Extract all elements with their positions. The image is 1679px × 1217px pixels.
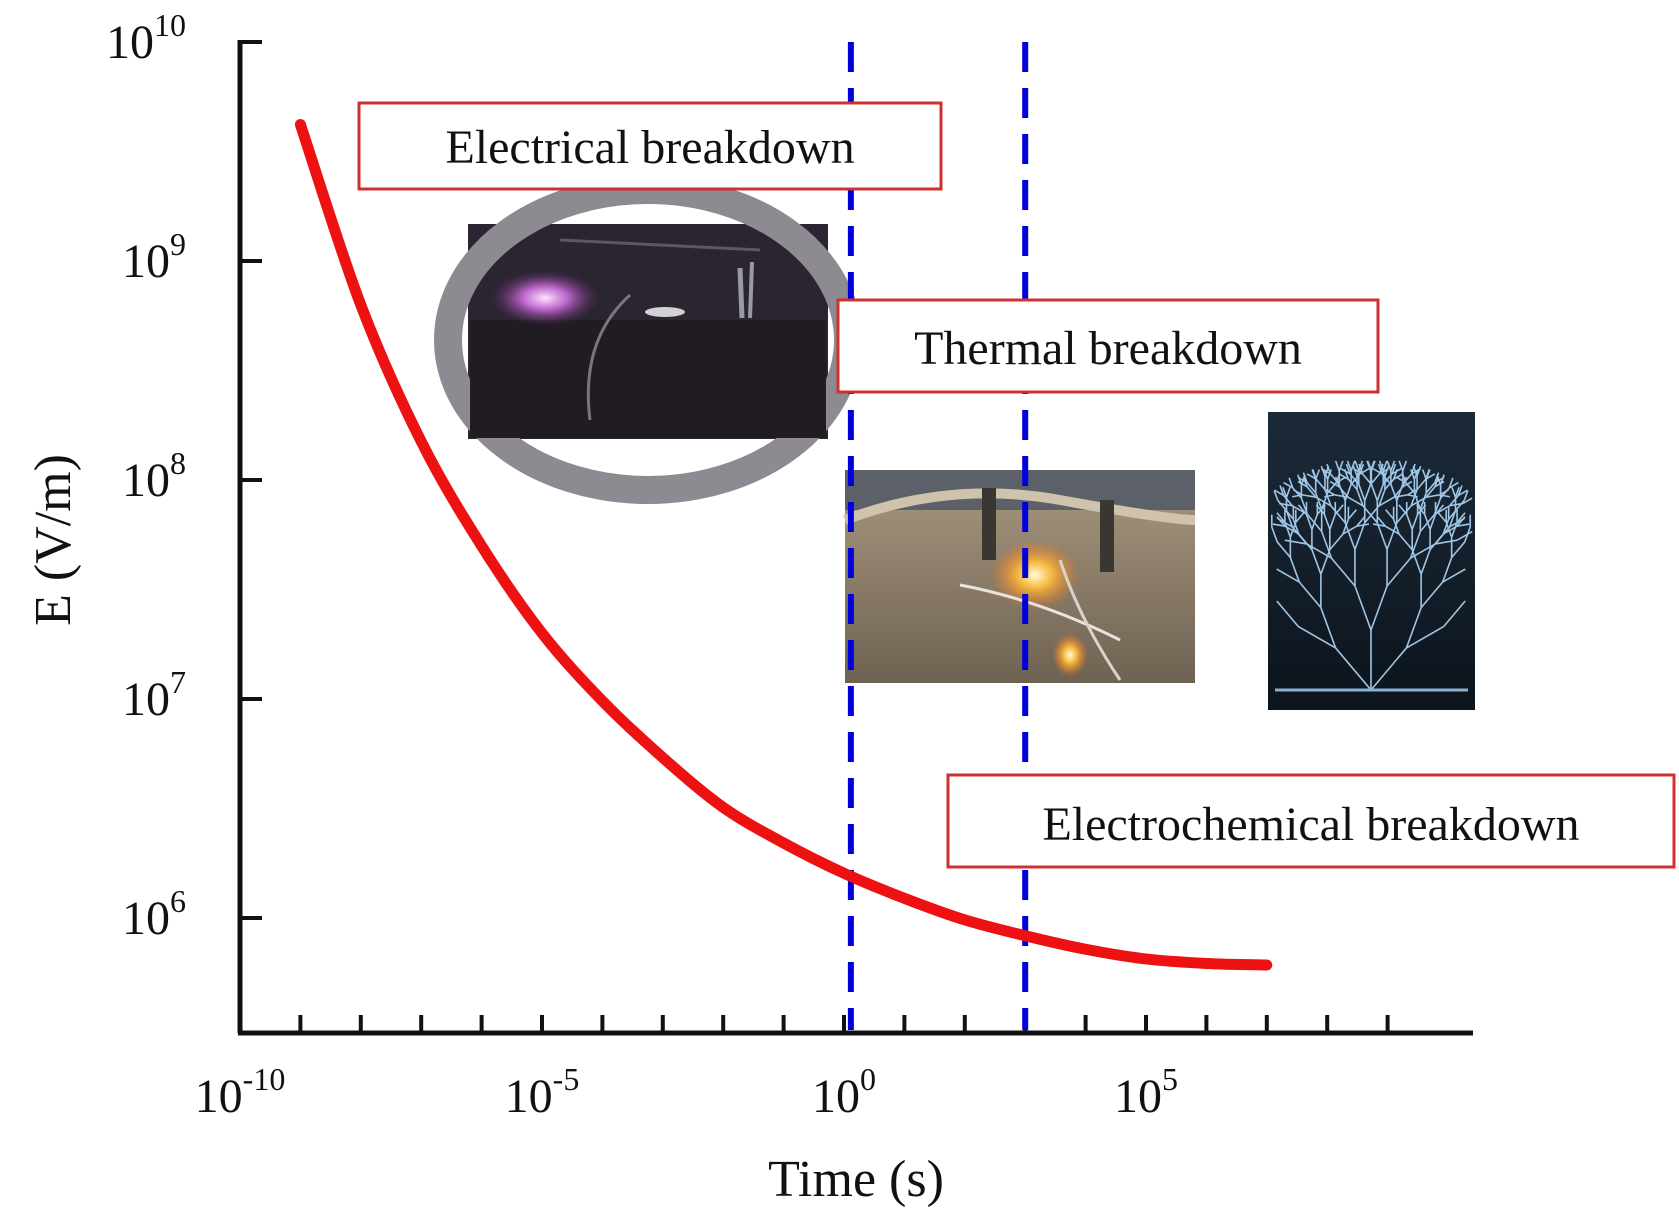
annotation-electrochemical-label: Electrochemical breakdown <box>1042 798 1579 851</box>
annotation-electrical: Electrical breakdown <box>357 101 943 191</box>
violet-plasma-discharge-photo <box>434 176 862 504</box>
annotation-thermal: Thermal breakdown <box>836 298 1380 394</box>
x-axis-title: Time (s) <box>768 1151 944 1208</box>
x-tick-label: 105 <box>1114 1061 1178 1123</box>
y-tick-label: 106 <box>122 883 186 945</box>
x-axis-ticks: 10-10 10-5 100 105 <box>195 1015 1390 1123</box>
y-tick-label: 109 <box>122 226 186 288</box>
annotation-thermal-label: Thermal breakdown <box>914 322 1302 375</box>
y-tick-label: 1010 <box>106 7 186 69</box>
y-axis-title: E (V/m) <box>25 454 82 626</box>
annotation-electrical-label: Electrical breakdown <box>445 121 854 174</box>
annotation-electrochemical: Electrochemical breakdown <box>946 773 1676 869</box>
breakdown-curve-1 <box>294 119 1273 971</box>
y-tick-label: 108 <box>122 445 186 507</box>
breakdown-field-series <box>294 119 1273 971</box>
y-axis-ticks: 106 107 108 109 1010 <box>106 7 262 945</box>
x-tick-label: 100 <box>812 1061 876 1123</box>
x-tick-label: 10-5 <box>505 1061 580 1123</box>
y-tick-label: 107 <box>122 664 186 726</box>
glowing-thermal-breakdown-photo <box>843 470 1196 683</box>
x-tick-label: 10-10 <box>195 1061 286 1123</box>
regime-boundary-lines <box>847 42 1029 1030</box>
electrical-treeing-photo <box>1268 412 1475 710</box>
